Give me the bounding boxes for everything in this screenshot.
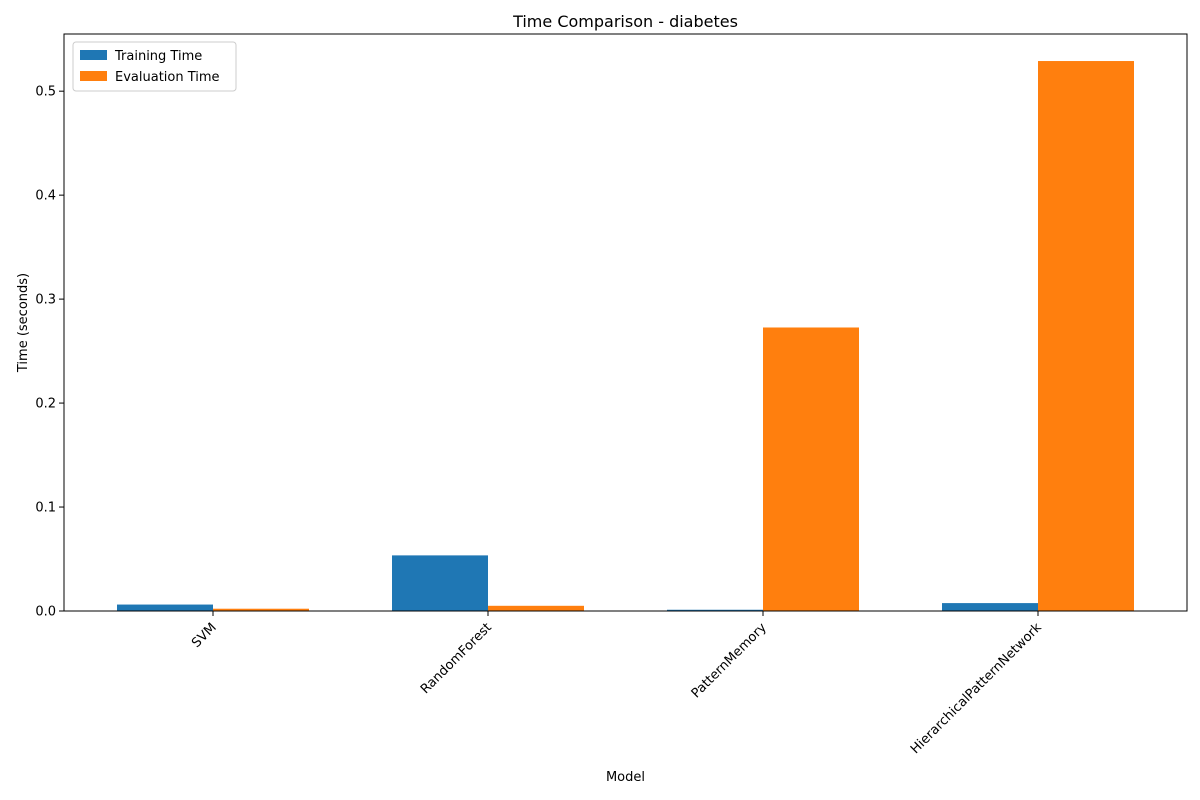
bar-training-patternmemory xyxy=(667,609,763,611)
y-tick-label: 0.1 xyxy=(35,501,56,516)
y-tick-label: 0.0 xyxy=(35,605,56,620)
legend: Training Time Evaluation Time xyxy=(72,41,237,92)
x-axis-label: Model xyxy=(606,770,645,785)
y-tick-label: 0.2 xyxy=(35,397,56,412)
plot-frame xyxy=(63,33,1188,612)
chart-title: Time Comparison - diabetes xyxy=(512,12,738,31)
legend-box xyxy=(72,41,237,92)
legend-swatch-evaluation xyxy=(80,71,107,81)
y-tick-label: 0.3 xyxy=(35,293,56,308)
bars-layer xyxy=(117,61,1134,611)
bar-training-svm xyxy=(117,604,213,611)
y-tick-label: 0.4 xyxy=(35,189,56,204)
legend-label-evaluation: Evaluation Time xyxy=(115,70,220,85)
y-tick-label: 0.5 xyxy=(35,85,56,100)
legend-swatch-training xyxy=(80,50,107,60)
bar-training-hierarchicalpatternnetwork xyxy=(942,603,1038,611)
bar-evaluation-svm xyxy=(213,608,309,611)
bar-evaluation-patternmemory xyxy=(763,327,859,611)
legend-label-training: Training Time xyxy=(114,49,202,64)
y-axis-label: Time (seconds) xyxy=(16,273,31,373)
bar-training-randomforest xyxy=(392,555,488,611)
bar-evaluation-hierarchicalpatternnetwork xyxy=(1038,61,1134,611)
y-axis-ticks: 0.0 0.1 0.2 0.3 0.4 0.5 xyxy=(35,85,64,620)
bar-evaluation-randomforest xyxy=(488,605,584,611)
